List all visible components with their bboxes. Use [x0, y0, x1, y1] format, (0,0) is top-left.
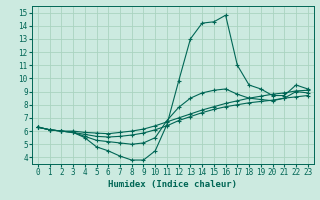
X-axis label: Humidex (Indice chaleur): Humidex (Indice chaleur)	[108, 180, 237, 189]
